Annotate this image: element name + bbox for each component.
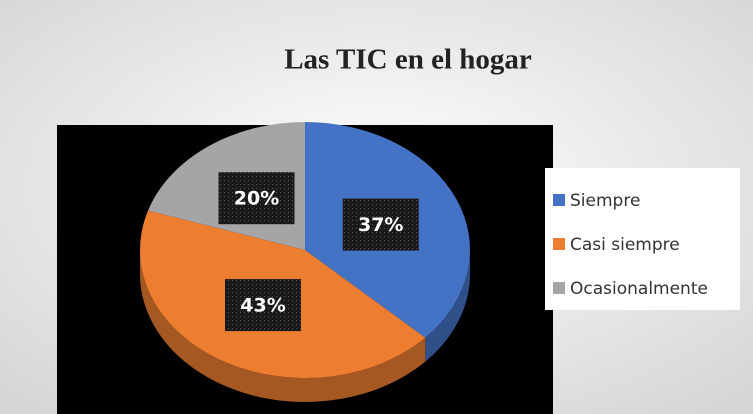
data-label: 37% <box>358 214 403 236</box>
data-label: 43% <box>240 295 285 317</box>
legend-swatch <box>553 238 565 250</box>
legend-label: Siempre <box>570 191 640 211</box>
data-label: 20% <box>234 188 279 210</box>
legend-swatch <box>553 282 565 294</box>
data-label-box <box>342 198 419 251</box>
slice-side <box>139 250 426 402</box>
chart-title: Las TIC en el hogar <box>284 44 532 76</box>
slice-side <box>425 250 470 362</box>
data-label-box <box>225 279 302 332</box>
data-label-box <box>218 172 295 225</box>
legend-label: Ocasionalmente <box>570 279 708 299</box>
legend-swatch <box>553 194 565 206</box>
legend-label: Casi siempre <box>570 235 680 255</box>
legend <box>545 168 740 310</box>
